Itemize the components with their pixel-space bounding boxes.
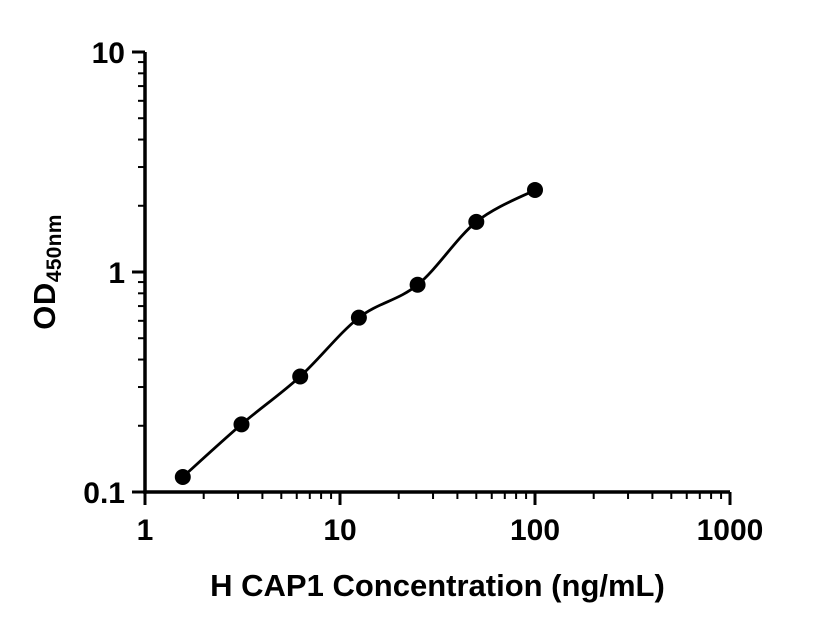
x-tick-label: 100: [510, 514, 560, 547]
data-point: [468, 213, 485, 230]
y-tick-label: 0.1: [83, 477, 125, 510]
y-tick-label: 1: [108, 257, 125, 290]
data-point: [350, 309, 367, 326]
y-axis-title-main: OD: [27, 282, 62, 330]
x-tick-label: 1000: [697, 514, 764, 547]
y-axis-title: OD450nm: [27, 214, 67, 330]
x-tick-label: 1: [137, 514, 154, 547]
y-tick-label: 10: [92, 37, 125, 70]
x-tick-label: 10: [323, 514, 356, 547]
fit-curve: [181, 188, 537, 479]
data-point: [292, 368, 309, 385]
data-point: [409, 276, 426, 293]
data-point: [527, 181, 543, 198]
y-axis-title-subscript: 450nm: [43, 214, 66, 283]
data-point: [233, 416, 250, 433]
x-axis-title: H CAP1 Concentration (ng/mL): [210, 568, 665, 603]
data-point: [174, 469, 191, 485]
